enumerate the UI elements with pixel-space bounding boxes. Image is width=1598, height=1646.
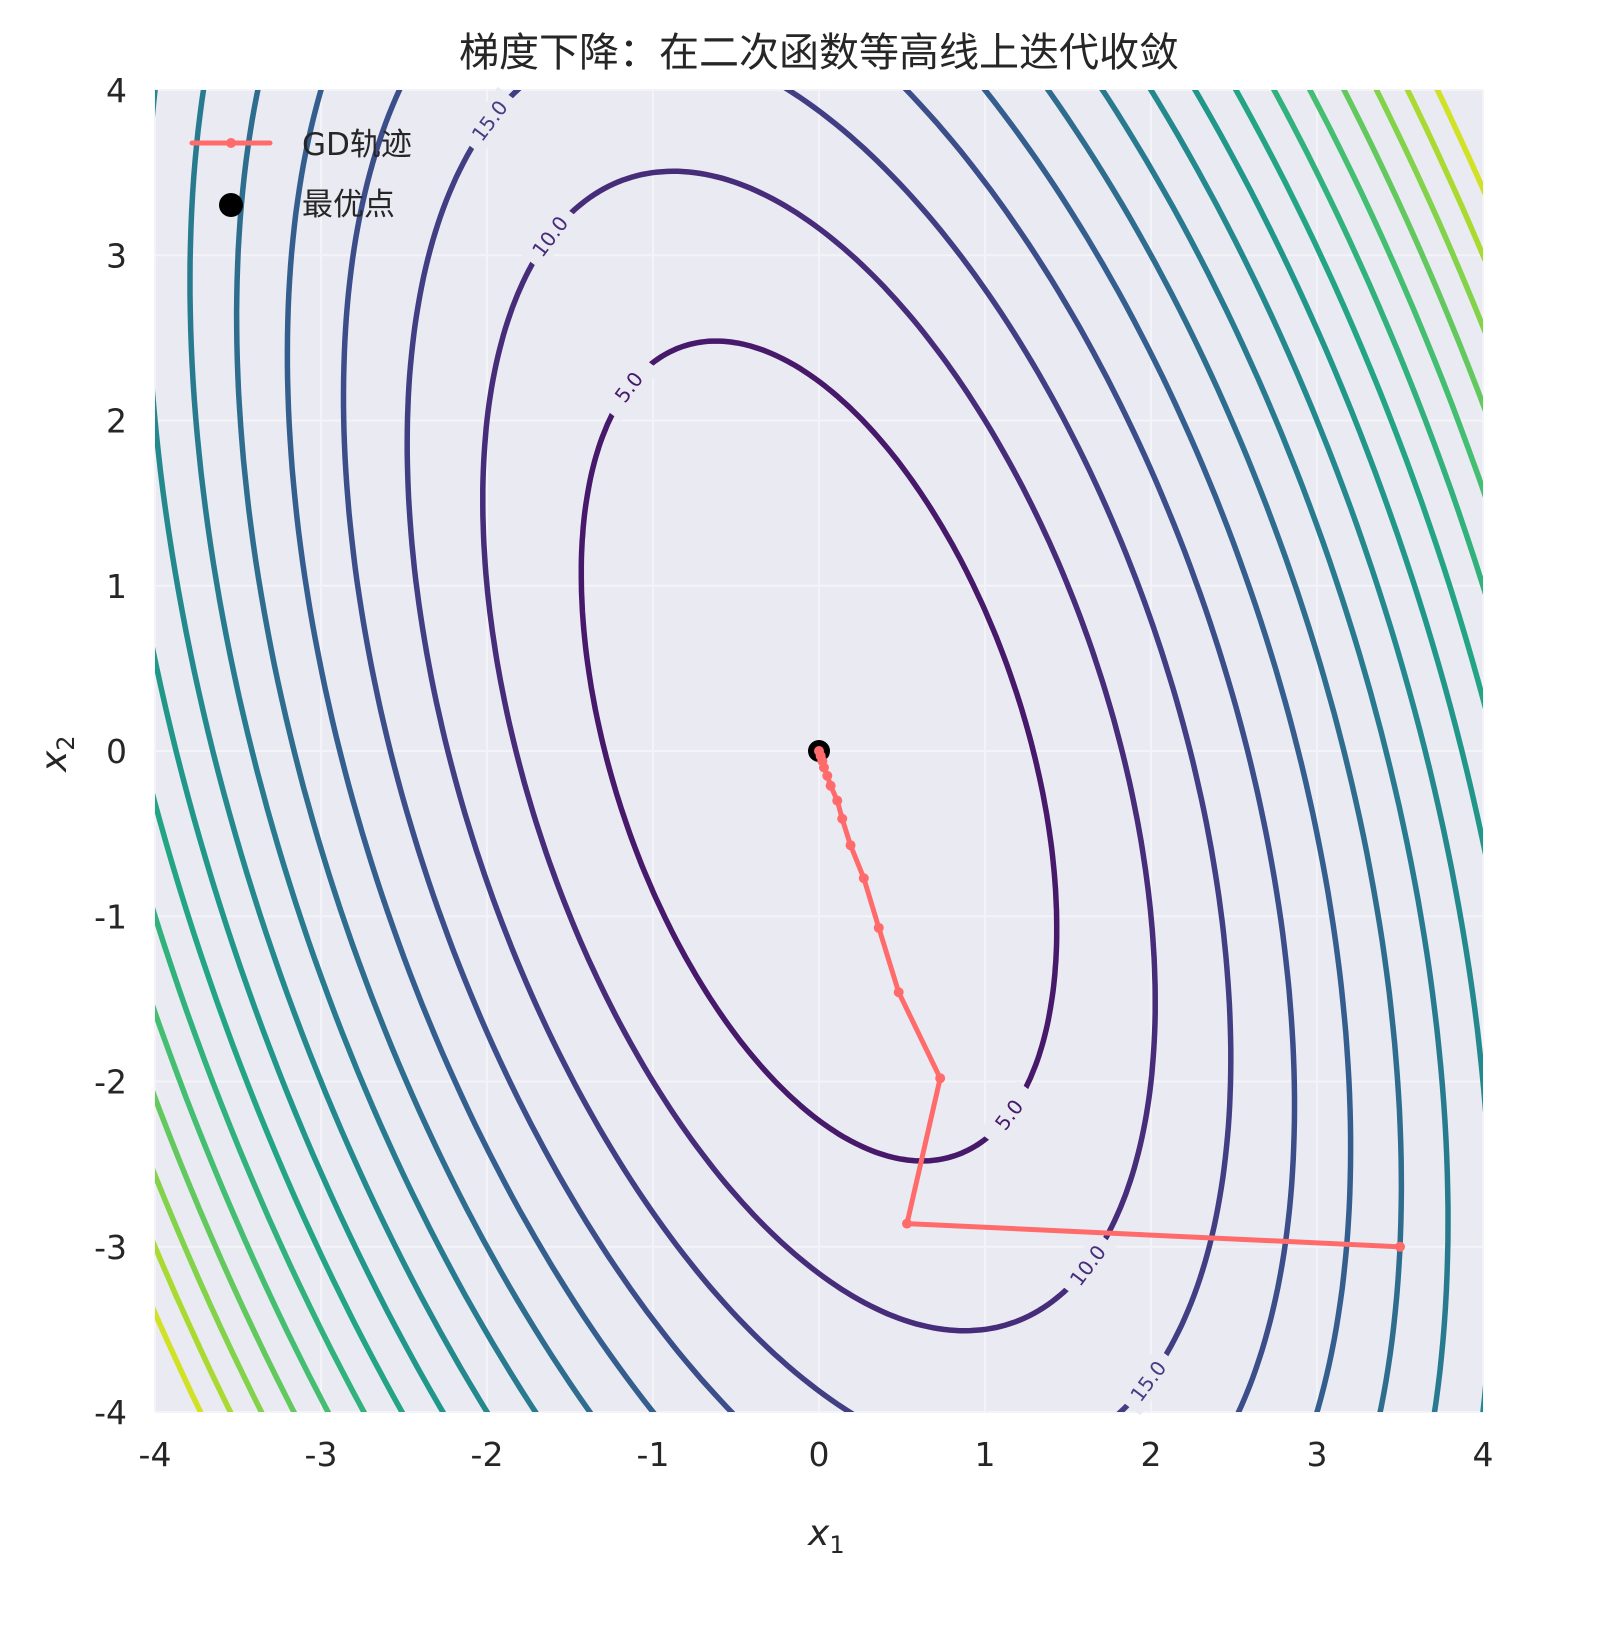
contour-line bbox=[284, 90, 1354, 1412]
contour-line bbox=[155, 90, 1483, 1412]
contour-line bbox=[155, 90, 1483, 1412]
x-tick-label: 1 bbox=[975, 1435, 996, 1474]
contour-line bbox=[480, 168, 1158, 1334]
y-tick-label: 0 bbox=[106, 732, 127, 771]
y-tick-label: -2 bbox=[94, 1063, 127, 1102]
gd-step-marker bbox=[822, 770, 833, 781]
contour-line bbox=[578, 338, 1060, 1164]
x-tick-label: -1 bbox=[637, 1435, 670, 1474]
x-axis-ticks: -4 -3 -2 -1 0 1 2 3 4 bbox=[139, 1435, 1494, 1474]
contour-line bbox=[404, 90, 1234, 1412]
gd-step-marker bbox=[837, 813, 848, 824]
gd-step-marker bbox=[873, 922, 884, 933]
x-tick-label: -2 bbox=[471, 1435, 504, 1474]
y-axis-label: x2 bbox=[34, 735, 80, 773]
gd-step-marker bbox=[814, 746, 824, 756]
legend: GD轨迹 最优点 bbox=[189, 127, 412, 223]
legend-gd-marker-icon bbox=[226, 138, 236, 148]
y-tick-label: 1 bbox=[106, 567, 127, 606]
gd-step-marker bbox=[858, 873, 869, 884]
y-tick-label: -4 bbox=[94, 1393, 127, 1432]
y-tick-label: 3 bbox=[106, 236, 127, 275]
gd-step-marker bbox=[893, 987, 904, 998]
legend-gd-label: GD轨迹 bbox=[302, 127, 412, 163]
y-tick-label: 4 bbox=[106, 71, 127, 110]
contour-line bbox=[187, 90, 1451, 1412]
gd-step-marker bbox=[1395, 1241, 1405, 1252]
x-axis-label: x1 bbox=[807, 1513, 845, 1559]
x-tick-label: 4 bbox=[1473, 1435, 1494, 1474]
chart-title: 梯度下降：在二次函数等高线上迭代收敛 bbox=[459, 30, 1179, 76]
gd-trajectory bbox=[808, 740, 1405, 1252]
y-tick-label: -1 bbox=[94, 897, 127, 936]
gd-step-marker bbox=[935, 1073, 946, 1084]
y-tick-label: -3 bbox=[94, 1228, 127, 1267]
legend-optimum-marker-icon bbox=[219, 193, 243, 217]
y-axis-ticks: -4 -3 -2 -1 0 1 2 3 4 bbox=[94, 71, 127, 1432]
x-tick-label: -3 bbox=[305, 1435, 338, 1474]
x-tick-label: 0 bbox=[809, 1435, 830, 1474]
gd-step-marker bbox=[832, 795, 843, 806]
contour-line bbox=[155, 90, 1483, 1412]
x-tick-label: 3 bbox=[1307, 1435, 1328, 1474]
contour-line bbox=[233, 90, 1405, 1412]
x-tick-label: 2 bbox=[1141, 1435, 1162, 1474]
contour-line bbox=[155, 90, 1483, 1412]
y-tick-label: 2 bbox=[106, 402, 127, 441]
contour-line bbox=[340, 90, 1298, 1412]
legend-optimum-label: 最优点 bbox=[302, 187, 395, 223]
gd-step-marker bbox=[901, 1218, 912, 1229]
gd-step-marker bbox=[845, 840, 856, 851]
x-tick-label: -4 bbox=[139, 1435, 172, 1474]
gd-step-marker bbox=[825, 780, 836, 791]
